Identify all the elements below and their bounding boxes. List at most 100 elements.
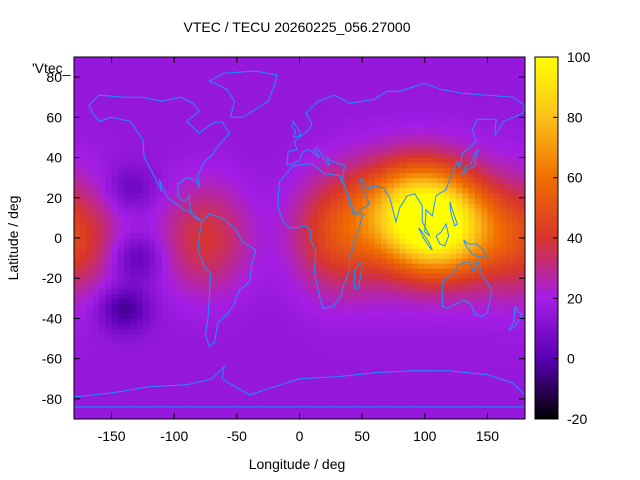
heatmap-cell: [349, 338, 357, 345]
heatmap-cell: [280, 278, 288, 284]
heatmap-cell: [412, 132, 420, 139]
heatmap-cell: [499, 398, 507, 405]
heatmap-cell: [499, 102, 507, 108]
heatmap-cell: [374, 117, 382, 123]
heatmap-cell: [142, 102, 150, 108]
heatmap-cell: [318, 87, 326, 93]
heatmap-cell: [387, 137, 395, 144]
heatmap-cell: [149, 152, 157, 159]
heatmap-cell: [199, 268, 207, 274]
heatmap-cell: [506, 298, 514, 304]
heatmap-cell: [412, 152, 420, 159]
heatmap-cell: [211, 202, 219, 209]
heatmap-cell: [318, 343, 326, 350]
heatmap-cell: [92, 167, 100, 174]
heatmap-cell: [405, 353, 413, 360]
heatmap-cell: [437, 142, 445, 149]
heatmap-cell: [487, 172, 495, 179]
heatmap-cell: [443, 288, 451, 294]
heatmap-cell: [499, 232, 507, 239]
heatmap-cell: [174, 127, 182, 134]
heatmap-cell: [305, 147, 313, 154]
heatmap-cell: [193, 353, 200, 360]
heatmap-cell: [243, 328, 250, 335]
heatmap-cell: [136, 323, 144, 330]
heatmap-cell: [305, 102, 313, 108]
heatmap-cell: [199, 197, 207, 204]
heatmap-cell: [437, 413, 445, 419]
heatmap-cell: [80, 107, 88, 113]
heatmap-cell: [431, 253, 438, 259]
heatmap-cell: [180, 157, 188, 164]
heatmap-cell: [74, 122, 81, 128]
heatmap-cell: [105, 177, 113, 184]
heatmap-cell: [343, 207, 351, 214]
heatmap-cell: [343, 67, 351, 73]
heatmap-cell: [117, 288, 125, 294]
heatmap-cell: [180, 182, 188, 189]
heatmap-cell: [393, 232, 401, 239]
heatmap-cell: [324, 358, 332, 365]
heatmap-cell: [261, 202, 269, 209]
heatmap-cell: [80, 243, 88, 249]
heatmap-cell: [343, 383, 351, 390]
heatmap-cell: [161, 298, 169, 304]
heatmap-cell: [374, 338, 382, 345]
heatmap-cell: [399, 137, 407, 144]
heatmap-cell: [280, 348, 288, 355]
heatmap-cell: [199, 147, 207, 154]
heatmap-cell: [105, 92, 113, 98]
heatmap-cell: [462, 107, 470, 113]
heatmap-cell: [205, 127, 213, 134]
heatmap-cell: [368, 313, 376, 320]
heatmap-cell: [142, 207, 150, 214]
heatmap-cell: [393, 227, 401, 234]
heatmap-cell: [337, 333, 344, 340]
heatmap-cell: [224, 313, 232, 320]
heatmap-cell: [437, 398, 445, 405]
heatmap-cell: [174, 157, 182, 164]
heatmap-cell: [355, 243, 363, 249]
heatmap-cell: [468, 308, 476, 315]
heatmap-cell: [199, 298, 207, 304]
heatmap-cell: [337, 408, 344, 415]
heatmap-cell: [74, 298, 81, 304]
heatmap-cell: [481, 363, 489, 370]
heatmap-cell: [349, 87, 357, 93]
heatmap-cell: [293, 202, 301, 209]
heatmap-cell: [305, 122, 313, 128]
heatmap-cell: [293, 293, 301, 299]
heatmap-cell: [362, 87, 369, 93]
heatmap-cell: [380, 388, 388, 395]
heatmap-cell: [167, 172, 175, 179]
heatmap-cell: [174, 413, 182, 419]
heatmap-cell: [230, 67, 238, 73]
heatmap-cell: [368, 157, 376, 164]
heatmap-cell: [211, 323, 219, 330]
heatmap-cell: [405, 112, 413, 118]
heatmap-cell: [218, 182, 225, 189]
heatmap-cell: [211, 232, 219, 239]
heatmap-cell: [117, 72, 125, 78]
heatmap-cell: [142, 348, 150, 355]
heatmap-cell: [86, 172, 94, 179]
heatmap-cell: [167, 273, 175, 279]
heatmap-cell: [330, 353, 338, 360]
heatmap-cell: [105, 338, 113, 345]
heatmap-cell: [286, 298, 294, 304]
heatmap-cell: [117, 82, 125, 88]
heatmap-cell: [405, 263, 413, 269]
heatmap-cell: [468, 62, 476, 68]
heatmap-cell: [399, 152, 407, 159]
heatmap-cell: [337, 172, 344, 179]
heatmap-cell: [268, 77, 276, 83]
heatmap-cell: [155, 112, 163, 118]
heatmap-cell: [230, 187, 238, 194]
heatmap-cell: [362, 122, 369, 128]
heatmap-cell: [449, 122, 457, 128]
heatmap-cell: [268, 102, 276, 108]
heatmap-cell: [443, 57, 451, 63]
heatmap-cell: [230, 343, 238, 350]
heatmap-cell: [305, 77, 313, 83]
heatmap-cell: [193, 298, 200, 304]
